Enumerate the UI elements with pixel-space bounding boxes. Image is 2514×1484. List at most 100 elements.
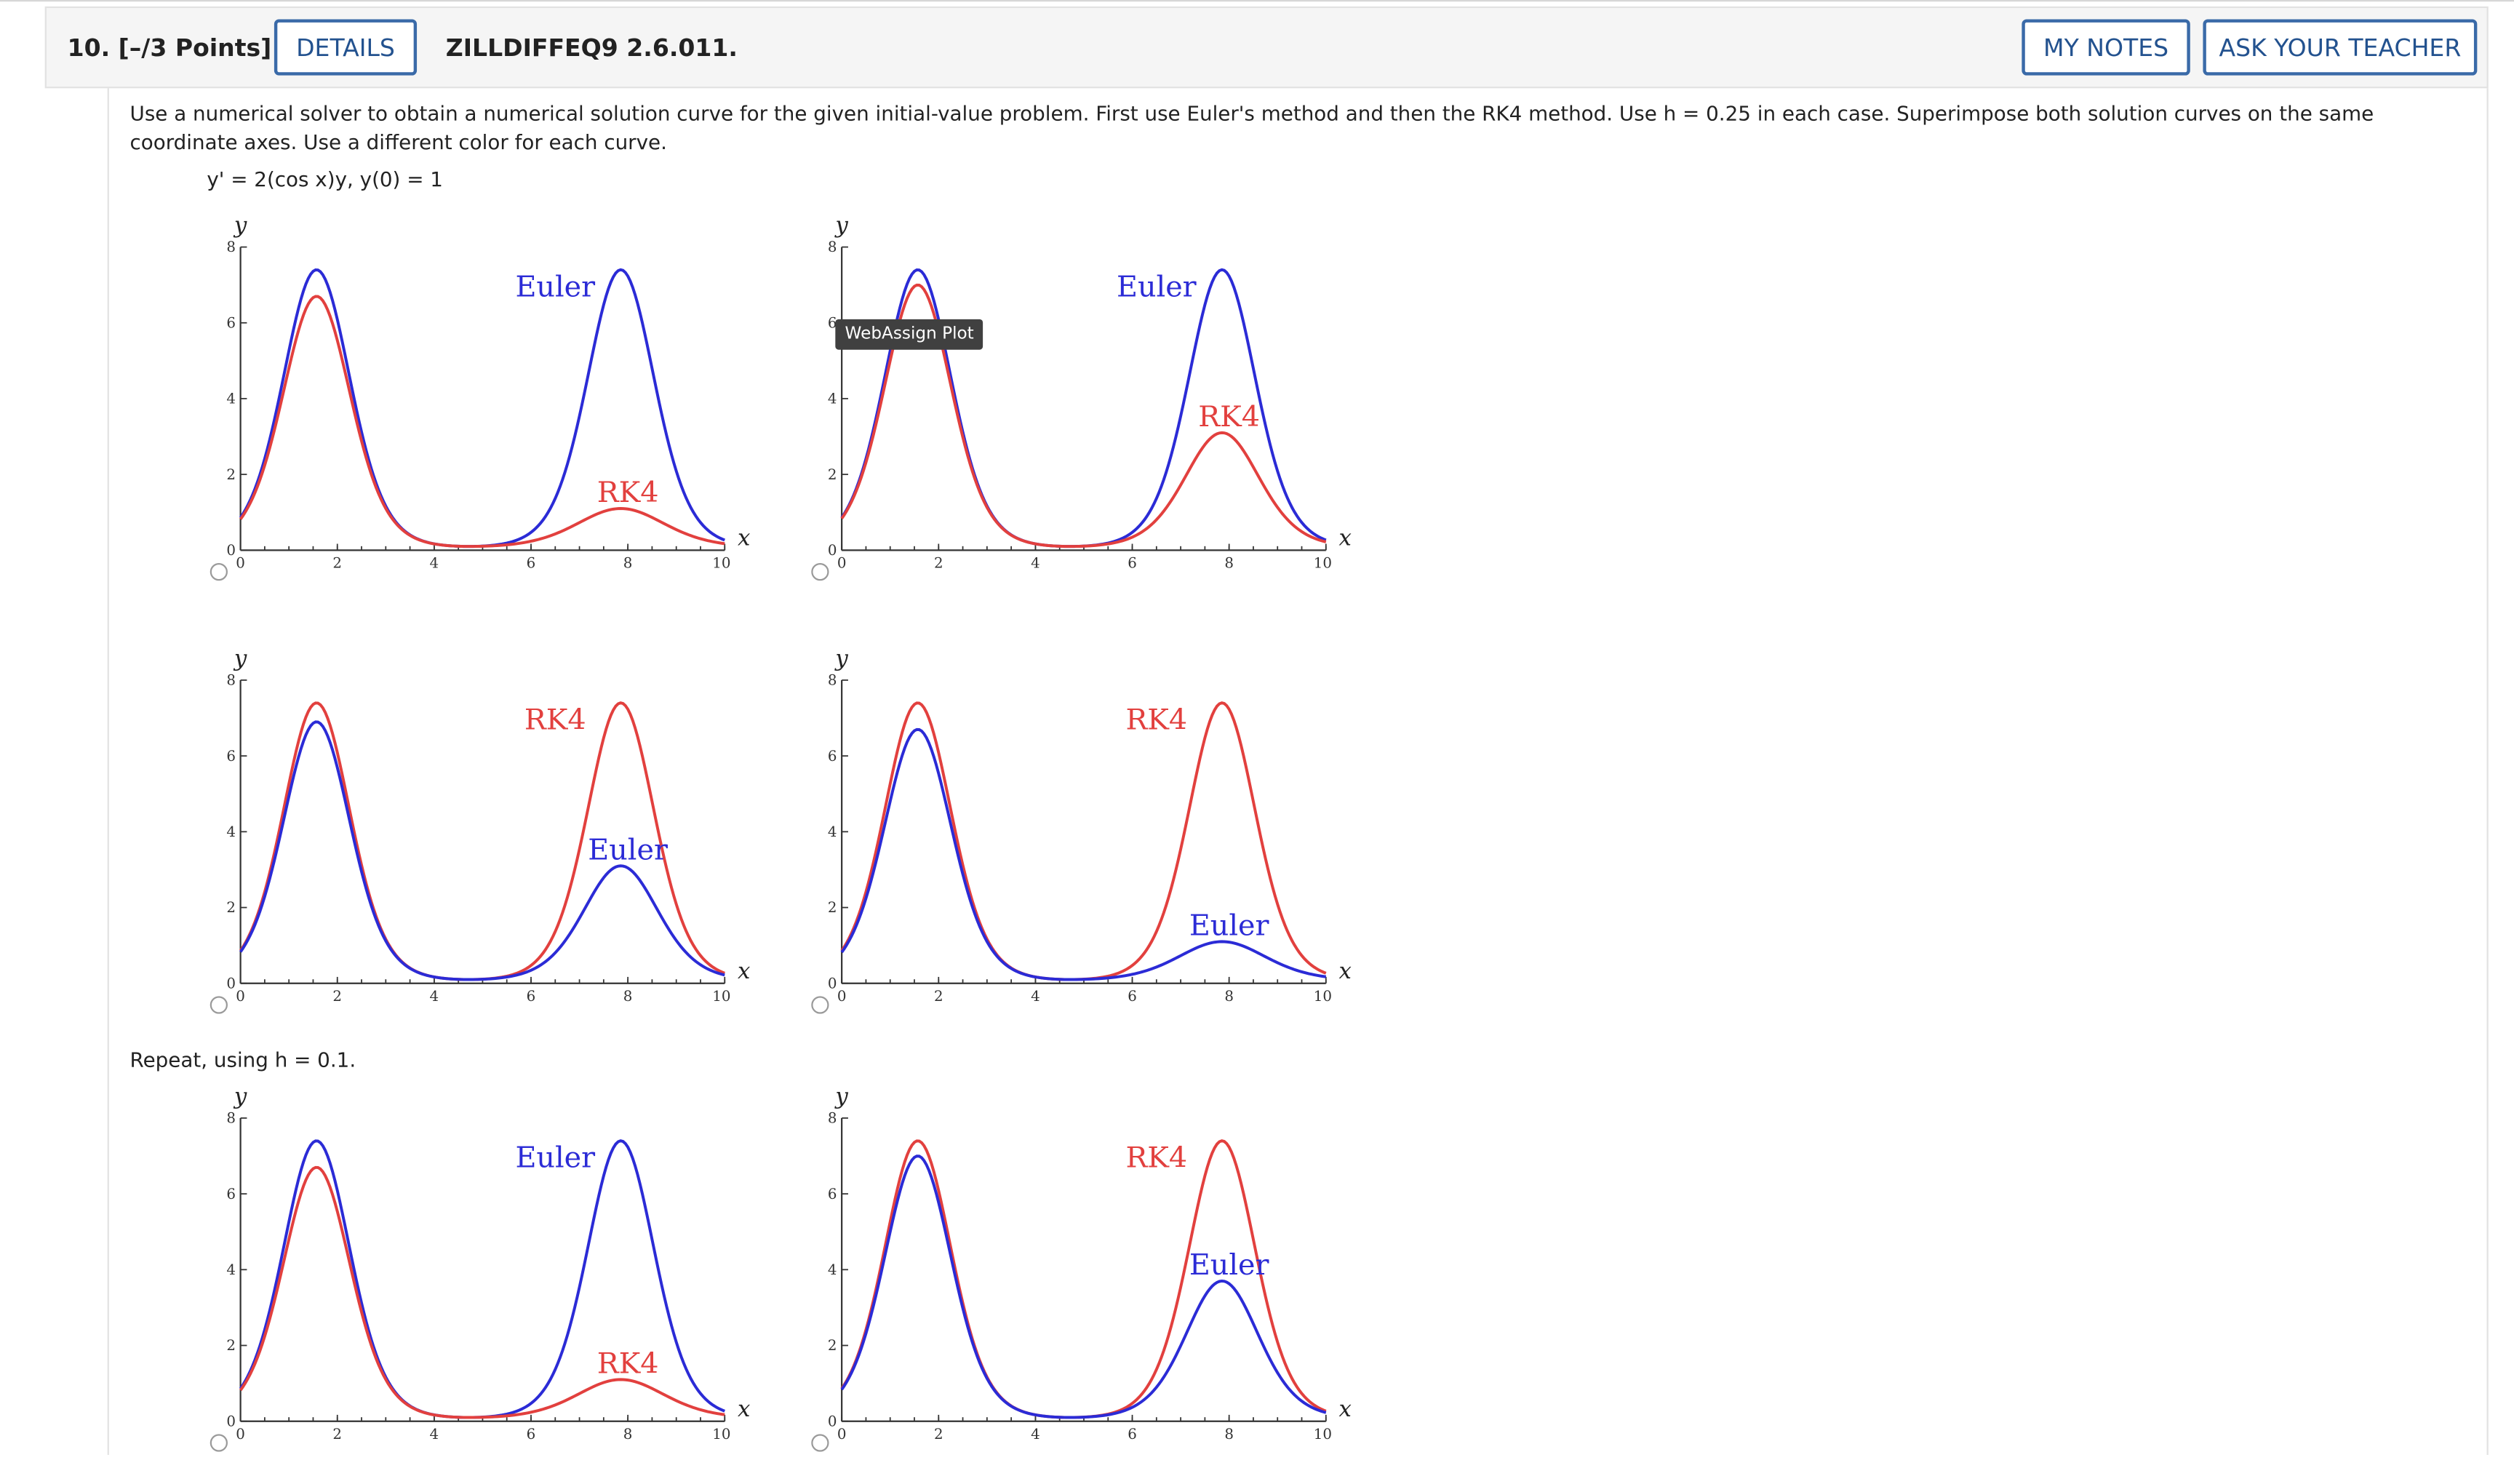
y-axis-label: y [834,212,848,239]
y-tick-label: 6 [828,314,837,331]
y-tick-label: 8 [828,239,837,255]
y-tick-label: 4 [226,823,236,840]
answer-plot-3: 0 2 4 6 8 10 0 2 4 6 8 x y RK4 Euler [226,645,750,1005]
answer-radio-6[interactable] [811,1434,829,1452]
x-tick-label: 6 [1128,555,1137,572]
curve-label-top: Euler [515,1141,595,1175]
y-tick-label: 2 [828,1337,837,1354]
y-tick-label: 6 [226,314,236,331]
x-tick-label: 0 [837,1426,847,1443]
x-axis-label: x [738,525,750,551]
top-divider [0,0,2514,2]
y-tick-label: 0 [828,1413,837,1429]
answer-radio-2[interactable] [811,562,829,581]
y-tick-label: 2 [226,466,236,483]
details-button[interactable]: DETAILS [274,19,418,76]
y-tick-label: 8 [226,1110,236,1127]
x-axis-label: x [738,958,750,984]
y-axis-label: y [834,645,848,671]
y-tick-label: 2 [226,899,236,916]
x-tick-label: 2 [934,988,943,1005]
y-tick-label: 0 [226,975,236,992]
x-tick-label: 8 [623,555,633,572]
x-tick-label: 6 [527,1426,536,1443]
x-tick-label: 10 [712,1426,730,1443]
answer-plot-2: 0 2 4 6 8 10 0 2 4 6 8 x y Euler RK4 [828,212,1352,572]
x-tick-label: 6 [1128,988,1137,1005]
x-tick-label: 6 [527,555,536,572]
x-tick-label: 8 [1224,988,1234,1005]
curve-label-bottom: RK4 [1198,400,1260,434]
x-axis-label: x [1339,525,1352,551]
series-rk4-line [239,295,725,548]
x-tick-label: 2 [934,555,943,572]
answer-plot-1: 0 2 4 6 8 10 0 2 4 6 8 x y Euler RK4 [226,212,750,572]
curve-label-bottom: RK4 [597,476,659,509]
x-axis-label: x [738,1396,750,1422]
y-tick-label: 2 [828,899,837,916]
y-tick-label: 8 [828,1110,837,1127]
y-tick-label: 6 [828,1186,837,1202]
webassign-plot-tooltip: WebAssign Plot [835,319,983,350]
x-tick-label: 4 [430,988,439,1005]
x-tick-label: 2 [332,555,342,572]
curve-label-top: Euler [515,270,595,303]
x-tick-label: 8 [623,1426,633,1443]
y-tick-label: 8 [226,239,236,255]
x-tick-label: 10 [1314,555,1332,572]
curve-label-bottom: RK4 [597,1347,659,1381]
my-notes-button[interactable]: MY NOTES [2022,19,2190,76]
question-id: ZILLDIFFEQ9 2.6.011. [445,33,738,63]
y-tick-label: 2 [226,1337,236,1354]
x-tick-label: 0 [236,555,245,572]
y-tick-label: 4 [828,1261,837,1278]
y-tick-label: 8 [828,672,837,689]
x-tick-label: 4 [1031,1426,1040,1443]
x-tick-label: 2 [332,1426,342,1443]
ask-your-teacher-button[interactable]: ASK YOUR TEACHER [2203,19,2478,76]
y-tick-label: 4 [226,1261,236,1278]
x-tick-label: 8 [623,988,633,1005]
x-tick-label: 4 [1031,555,1040,572]
y-axis-label: y [233,1083,247,1109]
x-tick-label: 10 [712,988,730,1005]
x-tick-label: 10 [712,555,730,572]
x-tick-label: 0 [236,1426,245,1443]
answer-radio-1[interactable] [210,562,228,581]
y-tick-label: 4 [226,391,236,407]
question-number: 10. [–/3 Points] [67,33,272,63]
x-axis-label: x [1339,1396,1352,1422]
curve-label-bottom: Euler [1189,909,1269,943]
y-axis-label: y [233,645,247,671]
series-euler-line [840,1154,1327,1419]
y-tick-label: 0 [226,1413,236,1429]
answer-plot-5: 0 2 4 6 8 10 0 2 4 6 8 x y Euler RK4 [226,1083,750,1443]
y-tick-label: 8 [226,672,236,689]
x-tick-label: 0 [837,555,847,572]
y-tick-label: 4 [828,823,837,840]
question-body [107,88,2489,1456]
curve-label-top: RK4 [524,703,586,737]
x-axis-label: x [1339,958,1352,984]
x-tick-label: 6 [527,988,536,1005]
series-euler-line [239,720,725,981]
problem-prompt: Use a numerical solver to obtain a numer… [129,100,2374,154]
x-tick-label: 4 [1031,988,1040,1005]
initial-value-equation: y' = 2(cos x)y, y(0) = 1 [207,167,443,191]
y-tick-label: 0 [828,975,837,992]
y-tick-label: 6 [828,748,837,765]
answer-radio-4[interactable] [811,996,829,1014]
y-tick-label: 6 [226,1186,236,1202]
curve-label-bottom: Euler [1189,1248,1269,1282]
x-tick-label: 8 [1224,1426,1234,1443]
series-rk4-line [239,1165,725,1419]
curve-label-top: Euler [1117,270,1197,303]
question-header: 10. [–/3 Points] DETAILS ZILLDIFFEQ9 2.6… [44,6,2489,89]
series-rk4-line [840,283,1327,548]
x-tick-label: 0 [236,988,245,1005]
answer-radio-5[interactable] [210,1434,228,1452]
curve-label-top: RK4 [1125,1141,1187,1175]
answer-radio-3[interactable] [210,996,228,1014]
curve-label-bottom: Euler [588,833,668,866]
